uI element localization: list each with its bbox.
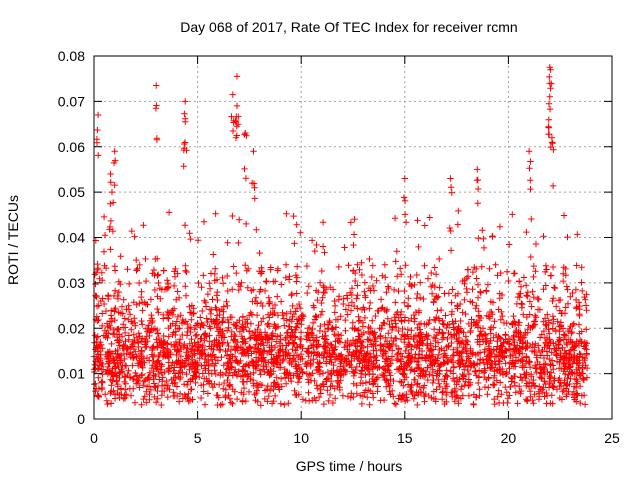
tick-labels: 0 0.01 0.02 0.03 0.04 0.05 0.06 0.07 0.08 0 5 10 15 2… xyxy=(58,48,620,446)
x-tick-label: 15 xyxy=(397,430,413,446)
axis-ticks xyxy=(93,55,613,420)
y-tick-label: 0.02 xyxy=(58,320,85,336)
data-points xyxy=(90,64,591,409)
y-tick-label: 0.07 xyxy=(58,93,85,109)
y-tick-label: 0.01 xyxy=(58,366,85,382)
x-tick-label: 5 xyxy=(194,430,202,446)
chart-title: Day 068 of 2017, Rate Of TEC Index for r… xyxy=(180,19,517,35)
y-tick-label: 0.04 xyxy=(58,230,85,246)
y-tick-label: 0.08 xyxy=(58,48,85,64)
y-tick-label: 0.06 xyxy=(58,139,85,155)
x-tick-label: 25 xyxy=(604,430,620,446)
x-tick-label: 0 xyxy=(90,430,98,446)
roti-scatter-markers xyxy=(90,64,591,409)
x-axis-title: GPS time / hours xyxy=(296,458,403,474)
y-tick-label: 0.03 xyxy=(58,275,85,291)
y-tick-label: 0 xyxy=(77,411,85,427)
x-tick-label: 10 xyxy=(293,430,309,446)
y-tick-label: 0.05 xyxy=(58,184,85,200)
x-tick-label: 20 xyxy=(501,430,517,446)
y-axis-title: ROTI / TECUs xyxy=(5,195,21,285)
